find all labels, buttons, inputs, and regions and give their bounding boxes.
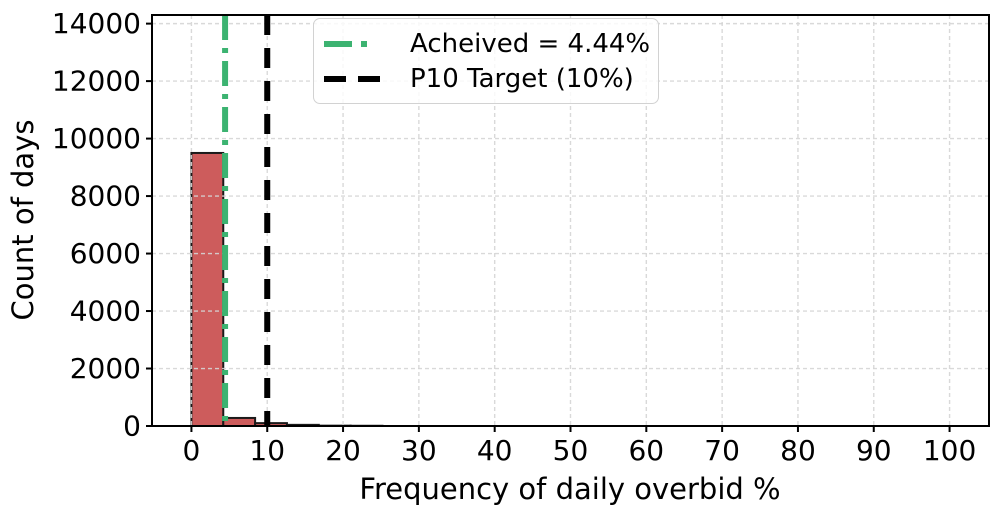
x-tick-label: 50 — [553, 434, 589, 467]
x-tick-label: 70 — [704, 434, 740, 467]
legend-item-achieved: Acheived = 4.44% — [324, 31, 650, 57]
x-tick-label: 30 — [401, 434, 437, 467]
x-tick-label: 100 — [923, 434, 976, 467]
y-tick-label: 2000 — [70, 352, 141, 385]
y-tick-label: 8000 — [70, 180, 141, 213]
x-tick-label: 80 — [780, 434, 816, 467]
x-tick-label: 60 — [628, 434, 664, 467]
y-tick-label: 14000 — [52, 7, 141, 40]
achieved-line-sample-icon — [324, 40, 388, 47]
legend: Acheived = 4.44% P10 Target (10%) — [313, 18, 659, 104]
y-tick-label: 12000 — [52, 65, 141, 98]
x-tick-label: 10 — [249, 434, 285, 467]
x-axis-label: Frequency of daily overbid % — [359, 472, 780, 506]
y-tick-label: 4000 — [70, 295, 141, 328]
target-line-sample-icon — [324, 75, 388, 82]
legend-label-achieved: Acheived = 4.44% — [410, 28, 651, 59]
x-tick-label: 40 — [477, 434, 513, 467]
y-tick-label: 6000 — [70, 237, 141, 270]
x-tick-label: 0 — [183, 434, 201, 467]
y-tick-label: 10000 — [52, 122, 141, 155]
legend-item-target: P10 Target (10%) — [324, 66, 646, 92]
legend-label-target: P10 Target (10%) — [410, 63, 634, 94]
y-tick-label: 0 — [123, 410, 141, 443]
x-tick-label: 90 — [856, 434, 892, 467]
x-tick-label: 20 — [325, 434, 361, 467]
y-axis-label: Count of days — [6, 120, 40, 321]
histogram-bar — [190, 151, 225, 427]
